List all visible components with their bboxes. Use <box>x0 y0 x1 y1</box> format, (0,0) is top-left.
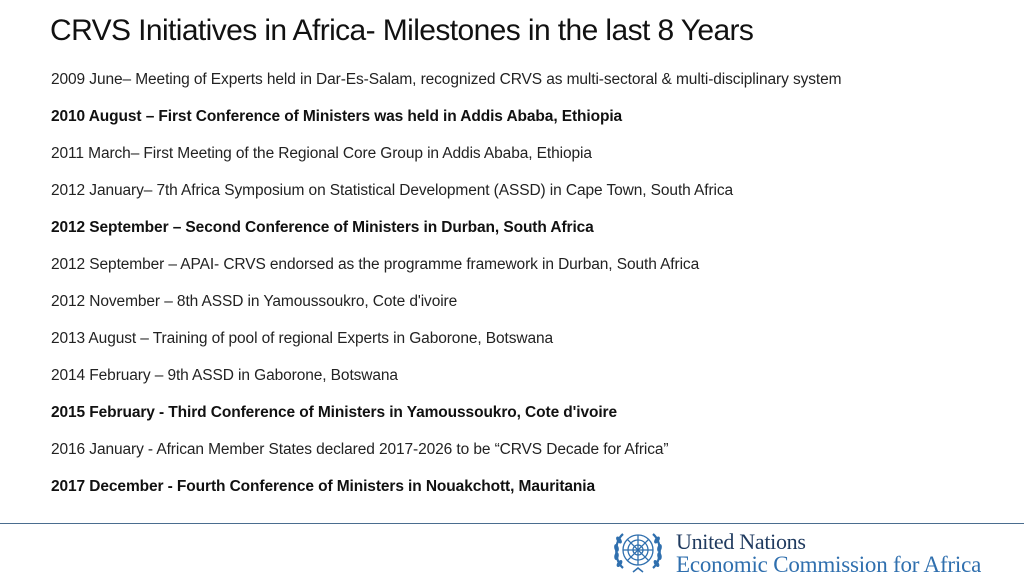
un-emblem-icon <box>614 533 662 573</box>
milestone-item: 2015 February - Third Conference of Mini… <box>51 404 617 421</box>
footer-divider <box>0 523 1024 524</box>
org-name-line1: United Nations <box>676 529 806 554</box>
org-name-line2: Economic Commission for Africa <box>676 552 982 577</box>
milestone-item: 2013 August – Training of pool of region… <box>51 330 554 347</box>
milestone-item: 2009 June– Meeting of Experts held in Da… <box>51 71 842 88</box>
milestone-item: 2017 December - Fourth Conference of Min… <box>51 478 596 495</box>
milestone-item: 2012 November – 8th ASSD in Yamoussoukro… <box>51 293 458 310</box>
milestone-item: 2012 January– 7th Africa Symposium on St… <box>51 182 734 199</box>
milestone-item: 2012 September – Second Conference of Mi… <box>51 219 594 236</box>
milestone-item: 2016 January - African Member States dec… <box>51 441 669 458</box>
milestone-item: 2012 September – APAI- CRVS endorsed as … <box>51 256 700 273</box>
milestone-list: 2009 June– Meeting of Experts held in Da… <box>51 68 1004 512</box>
slide-title: CRVS Initiatives in Africa- Milestones i… <box>50 14 754 47</box>
milestone-item: 2011 March– First Meeting of the Regiona… <box>51 145 592 162</box>
milestone-item: 2010 August – First Conference of Minist… <box>51 108 623 125</box>
milestone-item: 2014 February – 9th ASSD in Gaborone, Bo… <box>51 367 398 384</box>
organization-name: United Nations Economic Commission for A… <box>676 531 981 577</box>
